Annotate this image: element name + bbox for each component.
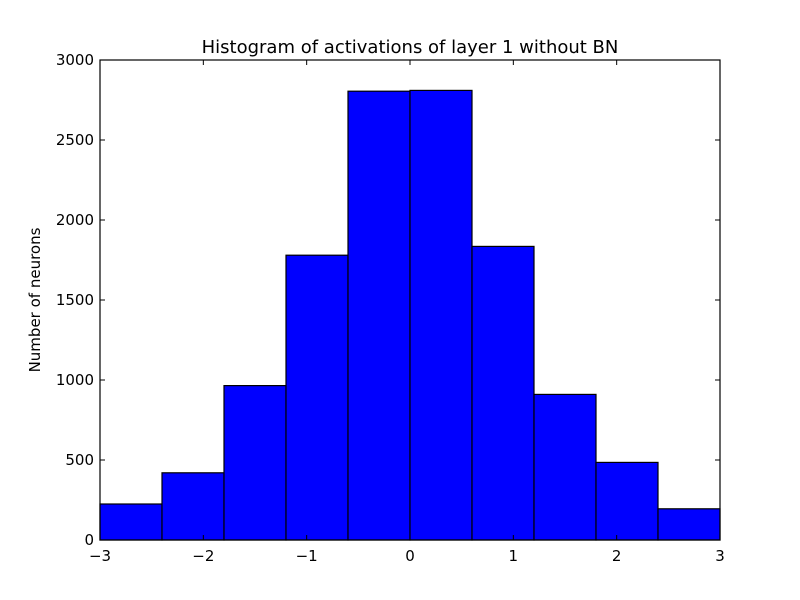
histogram-bar xyxy=(657,508,721,541)
x-tick-label: −1 xyxy=(296,547,318,565)
x-tick-label: 0 xyxy=(405,547,415,565)
histogram-bar xyxy=(99,503,163,541)
y-tick-label: 1000 xyxy=(56,371,94,389)
histogram-bar xyxy=(347,90,411,541)
histogram-bars xyxy=(99,89,721,541)
chart-title: Histogram of activations of layer 1 with… xyxy=(202,37,619,58)
x-tick-label: 1 xyxy=(509,547,519,565)
y-axis-label: Number of neurons xyxy=(26,227,44,372)
histogram-bar xyxy=(285,254,349,541)
y-tick-label: 0 xyxy=(84,531,94,549)
axis-ticks: −3 −2 −1 0 1 2 3 0 500 1000 1500 2000 2500 3000 xyxy=(56,51,725,565)
y-tick-label: 2000 xyxy=(56,211,94,229)
plot-frame xyxy=(99,59,721,541)
y-tick-label: 3000 xyxy=(56,51,94,69)
y-tick-label: 2500 xyxy=(56,131,94,149)
histogram-bar xyxy=(533,393,597,541)
y-tick-label: 1500 xyxy=(56,291,94,309)
histogram-bar xyxy=(223,385,287,541)
histogram-bar xyxy=(471,245,535,541)
y-tick-label: 500 xyxy=(65,451,94,469)
histogram-bar xyxy=(161,472,225,541)
x-tick-label: 2 xyxy=(612,547,622,565)
x-tick-label: 3 xyxy=(715,547,725,565)
x-tick-label: −3 xyxy=(89,547,111,565)
x-tick-label: −2 xyxy=(192,547,214,565)
histogram-bar xyxy=(595,461,659,541)
histogram-bar xyxy=(409,89,473,541)
